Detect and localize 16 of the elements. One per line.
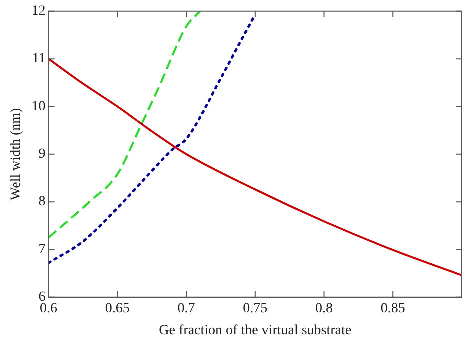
y-tick-label: 12 (32, 4, 46, 20)
y-tick-label: 9 (38, 147, 46, 162)
x-tick-label: 0.7 (178, 301, 196, 316)
y-tick-label: 8 (38, 194, 46, 210)
line-series (48, 11, 202, 239)
y-tick-label: 7 (38, 242, 46, 258)
y-tick-label: 10 (32, 99, 46, 114)
x-tick-label: 0.65 (105, 301, 130, 316)
x-tick-label: 0.75 (243, 301, 268, 316)
x-tick-label: 0.8 (316, 301, 334, 316)
line-series (48, 58, 462, 276)
y-axis-title: Well width (nm) (9, 108, 24, 200)
x-tick-label: 0.6 (40, 301, 58, 316)
x-tick-label: 0.85 (380, 301, 406, 316)
y-tick-label: 11 (32, 52, 46, 67)
x-axis-title: Ge fraction of the virtual substrate (159, 323, 352, 338)
